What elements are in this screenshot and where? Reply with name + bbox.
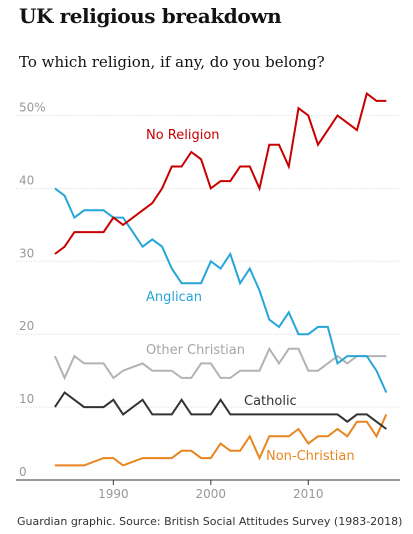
series-lines bbox=[53, 91, 388, 467]
series-labels: No Religion Anglican Other Christian Cat… bbox=[146, 128, 355, 464]
x-tick-label: 2000 bbox=[196, 487, 227, 501]
chart-title: UK religious breakdown bbox=[19, 4, 282, 28]
y-tick-label: 40 bbox=[19, 173, 34, 187]
y-tick-label: 10 bbox=[19, 392, 34, 406]
x-tick-label: 1990 bbox=[98, 487, 129, 501]
gridlines bbox=[16, 115, 400, 481]
series-line-anglican bbox=[54, 187, 388, 393]
series-line-non-christian bbox=[54, 413, 388, 467]
chart-subtitle: To which religion, if any, do you belong… bbox=[19, 53, 325, 71]
y-tick-label: 20 bbox=[19, 319, 34, 333]
axis-ticks: 0 10 20 30 40 50% 1990 2000 2010 bbox=[19, 101, 324, 501]
series-label-no-religion: No Religion bbox=[146, 128, 220, 143]
y-tick-label: 50% bbox=[19, 101, 46, 115]
y-tick-label: 30 bbox=[19, 246, 34, 260]
source-note: Guardian graphic. Source: British Social… bbox=[17, 515, 403, 528]
x-tick-label: 2010 bbox=[293, 487, 324, 501]
series-label-non-christian: Non-Christian bbox=[266, 449, 355, 464]
series-label-catholic: Catholic bbox=[244, 394, 297, 409]
series-label-anglican: Anglican bbox=[146, 290, 202, 305]
series-line-catholic bbox=[54, 391, 387, 430]
series-line-no-religion bbox=[54, 91, 387, 255]
series-label-other-christian: Other Christian bbox=[146, 343, 245, 358]
y-tick-label: 0 bbox=[19, 465, 27, 479]
series-line-other-christian bbox=[53, 346, 387, 381]
